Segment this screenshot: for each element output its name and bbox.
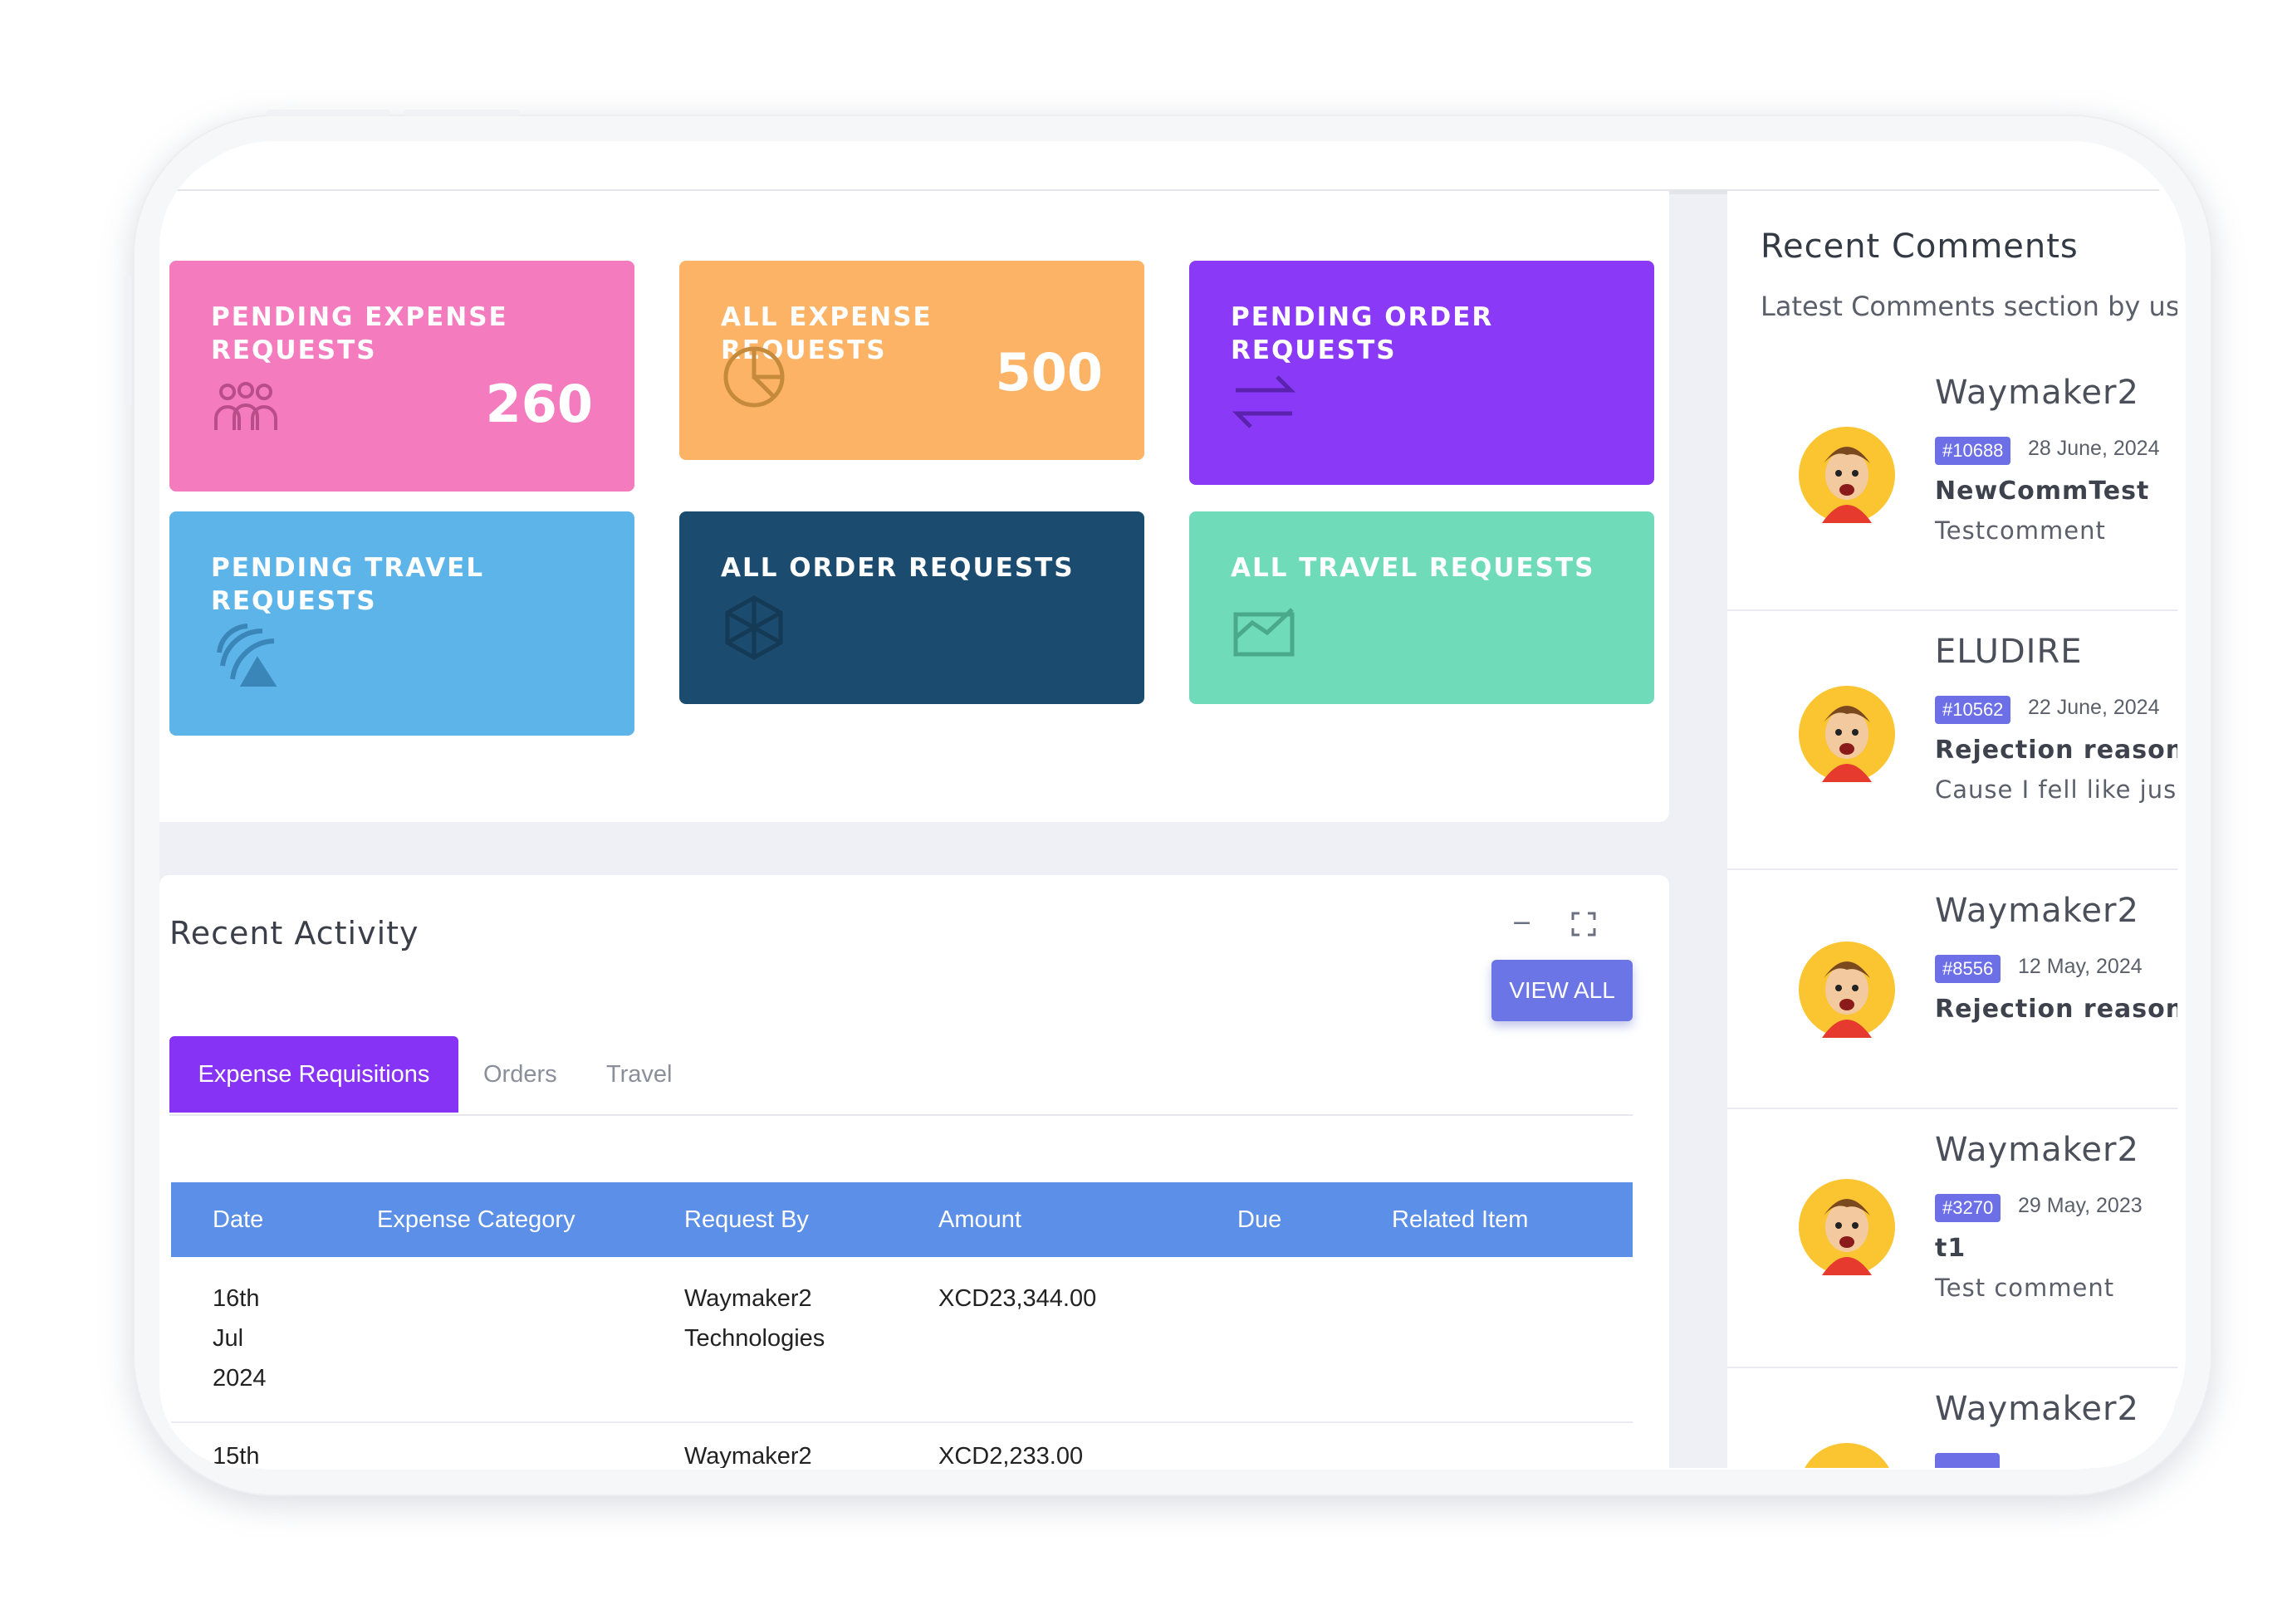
cell-request-by: Waymaker2 Technologies	[684, 1285, 825, 1352]
column-header-related-item[interactable]: Related Item	[1392, 1206, 1529, 1233]
comment-author: ELUDIRE	[1935, 633, 2083, 671]
cell-amount: XCD2,233.00	[938, 1443, 1084, 1468]
request-id-badge[interactable]: #8556	[1935, 955, 2001, 983]
avatar	[1799, 1443, 1895, 1468]
stats-panel: PENDING EXPENSE REQUESTS 260 ALL EXPENSE…	[159, 191, 1669, 822]
card-value: 500	[995, 342, 1103, 403]
minimize-button[interactable]: −	[1511, 908, 1533, 937]
card-title: PENDING ORDER REQUESTS	[1231, 302, 1494, 365]
column-header-amount[interactable]: Amount	[938, 1206, 1021, 1233]
avatar	[1799, 686, 1895, 782]
card-value: 260	[485, 374, 593, 434]
comment-date: 29 May, 2023	[2018, 1194, 2143, 1217]
comment-item[interactable]: Waymaker2 #8556 12 May, 2024 Rejection r…	[1727, 870, 2177, 1109]
fullscreen-icon[interactable]	[1571, 912, 1596, 943]
cell-request-by: Waymaker2	[684, 1443, 812, 1468]
comment-subject: Rejection reason	[1935, 995, 2177, 1024]
comment-date: 22 June, 2024	[2028, 696, 2160, 719]
avatar	[1799, 427, 1895, 523]
device-button	[125, 274, 131, 407]
tab-expense-requisitions[interactable]: Expense Requisitions	[169, 1036, 458, 1113]
comment-date: 28 June, 2024	[2028, 437, 2160, 460]
swap-arrows-icon	[1231, 369, 1297, 438]
comment-item[interactable]: Waymaker2	[1727, 1368, 2177, 1468]
card-title: ALL EXPENSE REQUESTS	[721, 302, 933, 365]
comment-item[interactable]: ELUDIRE #10562 22 June, 2024 Rejection r…	[1727, 611, 2177, 870]
comment-subject: Rejection reason	[1935, 736, 2177, 765]
recent-activity-panel: Recent Activity − VIEW ALL Expense Requi…	[159, 875, 1669, 1468]
users-icon	[211, 382, 281, 438]
card-all-expense-requests[interactable]: ALL EXPENSE REQUESTS 500	[679, 261, 1144, 460]
column-header-expense-category[interactable]: Expense Category	[377, 1206, 575, 1233]
comment-author: Waymaker2	[1935, 1131, 2139, 1169]
comment-author: Waymaker2	[1935, 892, 2139, 930]
comment-text: Cause I fell like just	[1935, 775, 2177, 804]
top-bar	[159, 148, 2177, 194]
comment-author: Waymaker2	[1935, 374, 2139, 412]
column-header-request-by[interactable]: Request By	[684, 1206, 809, 1233]
section-title: Recent Comments	[1761, 227, 2079, 266]
device-button	[404, 110, 520, 116]
card-all-order-requests[interactable]: ALL ORDER REQUESTS	[679, 511, 1144, 704]
tab-travel[interactable]: Travel	[606, 1061, 673, 1088]
comment-date: 12 May, 2024	[2018, 955, 2143, 978]
section-title: Recent Activity	[169, 915, 419, 951]
card-title: PENDING EXPENSE REQUESTS	[211, 302, 508, 365]
cell-date: 16th Jul 2024	[213, 1285, 267, 1392]
signal-icon	[211, 619, 281, 692]
comment-item[interactable]: Waymaker2 #10688 28 June, 2024 NewCommTe…	[1727, 352, 2177, 611]
request-id-badge[interactable]: #10562	[1935, 696, 2011, 724]
avatar	[1799, 942, 1895, 1038]
pie-chart-icon	[721, 344, 787, 413]
app-screen: PENDING EXPENSE REQUESTS 260 ALL EXPENSE…	[159, 148, 2177, 1468]
card-title: ALL TRAVEL REQUESTS	[1231, 553, 1595, 583]
card-all-travel-requests[interactable]: ALL TRAVEL REQUESTS	[1189, 511, 1654, 704]
section-subtitle: Latest Comments section by users	[1761, 291, 2177, 322]
device-button	[266, 110, 390, 116]
request-id-badge[interactable]: #3270	[1935, 1194, 2001, 1222]
row-divider	[171, 1421, 1633, 1423]
comment-author: Waymaker2	[1935, 1390, 2139, 1428]
card-title: PENDING TRAVEL REQUESTS	[211, 553, 485, 616]
area-chart-icon	[1231, 598, 1297, 661]
comment-item[interactable]: Waymaker2 #3270 29 May, 2023 t1 Test com…	[1727, 1109, 2177, 1368]
column-header-due[interactable]: Due	[1237, 1206, 1282, 1233]
table-header: Date Expense Category Request By Amount …	[171, 1182, 1633, 1257]
request-id-badge[interactable]: #10688	[1935, 437, 2011, 465]
comment-text: Test comment	[1935, 1274, 2115, 1302]
cell-amount: XCD23,344.00	[938, 1285, 1097, 1312]
comment-subject: NewCommTest	[1935, 477, 2150, 506]
request-id-badge[interactable]	[1935, 1453, 2000, 1468]
tab-orders[interactable]: Orders	[483, 1061, 557, 1088]
tab-divider	[169, 1114, 1633, 1116]
column-header-date[interactable]: Date	[213, 1206, 264, 1233]
comment-subject: t1	[1935, 1234, 1966, 1263]
hexagon-icon	[721, 594, 787, 664]
recent-comments-panel: Recent Comments Latest Comments section …	[1727, 191, 2177, 1468]
card-pending-travel-requests[interactable]: PENDING TRAVEL REQUESTS	[169, 511, 634, 736]
cell-date: 15th	[213, 1443, 260, 1468]
card-pending-expense-requests[interactable]: PENDING EXPENSE REQUESTS 260	[169, 261, 634, 492]
view-all-button[interactable]: VIEW ALL	[1491, 960, 1633, 1021]
card-title: ALL ORDER REQUESTS	[721, 553, 1075, 583]
comment-text: Testcomment	[1935, 516, 2106, 545]
card-pending-order-requests[interactable]: PENDING ORDER REQUESTS	[1189, 261, 1654, 485]
avatar	[1799, 1179, 1895, 1275]
